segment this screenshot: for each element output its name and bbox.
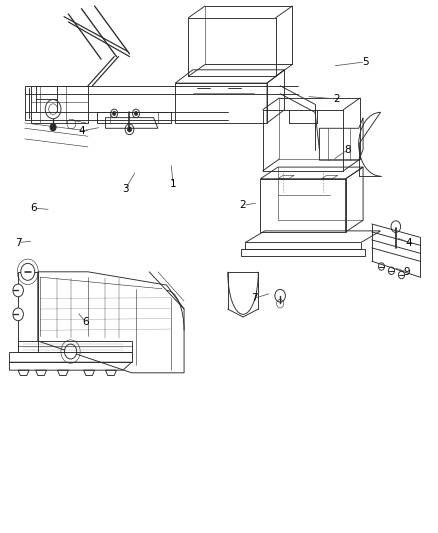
Circle shape [378,263,385,270]
Text: 7: 7 [15,238,21,247]
Circle shape [21,263,35,280]
Text: 9: 9 [403,267,410,277]
Circle shape [113,111,116,116]
Text: 2: 2 [240,200,246,211]
Circle shape [134,111,138,116]
Text: 4: 4 [78,126,85,136]
Text: 6: 6 [82,317,89,327]
Circle shape [50,124,56,131]
Text: 2: 2 [334,94,340,104]
Text: 4: 4 [406,238,412,247]
Text: 3: 3 [122,184,128,195]
Text: 5: 5 [362,57,369,67]
Circle shape [13,308,23,321]
Text: 6: 6 [30,203,37,213]
Text: 1: 1 [170,179,177,189]
Circle shape [389,267,395,274]
Circle shape [64,344,77,359]
Circle shape [127,127,132,132]
Circle shape [13,284,23,297]
Text: 8: 8 [345,144,351,155]
Text: 7: 7 [251,293,257,303]
Circle shape [275,289,286,302]
Circle shape [399,271,405,279]
